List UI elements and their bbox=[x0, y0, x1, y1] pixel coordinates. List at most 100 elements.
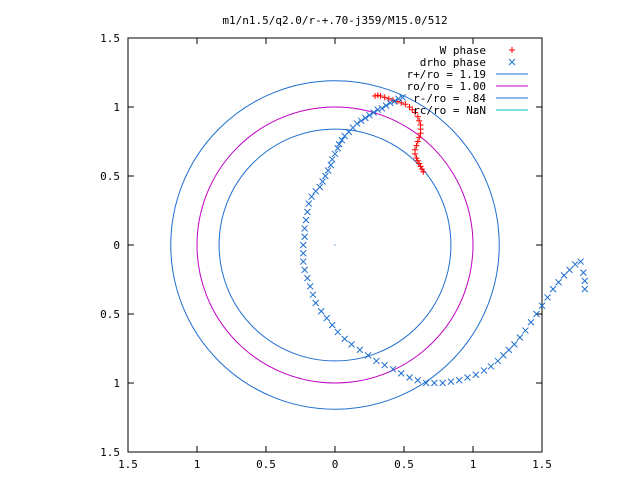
drho-phase-point bbox=[348, 341, 355, 348]
drho-phase-point bbox=[321, 172, 329, 180]
drho-phase-point bbox=[306, 283, 314, 290]
drho-phase-point bbox=[487, 363, 495, 370]
w-phase-point bbox=[409, 106, 416, 113]
w-phase-point bbox=[416, 160, 423, 167]
legend-entry-label: rc/ro = NaN bbox=[413, 104, 486, 117]
drho-phase-point bbox=[494, 357, 502, 365]
y-tick-label: 1.5 bbox=[100, 446, 120, 459]
x-tick-label: 1.5 bbox=[118, 458, 138, 471]
w-phase-point bbox=[385, 95, 392, 102]
drho-phase-point bbox=[334, 145, 342, 152]
w-phase-point bbox=[412, 109, 419, 116]
drho-phase-point bbox=[301, 266, 308, 274]
drho-phase-point bbox=[335, 140, 343, 148]
drho-phase-point bbox=[464, 374, 471, 381]
x-tick-label: 1.5 bbox=[532, 458, 552, 471]
drho-phase-point bbox=[357, 117, 365, 125]
drho-phase-point bbox=[566, 266, 573, 274]
reference-circles bbox=[170, 80, 500, 410]
y-tick-label: 0.5 bbox=[100, 170, 120, 183]
drho-phase-point bbox=[370, 109, 377, 116]
w-phase-point bbox=[412, 150, 419, 157]
w-phase-point bbox=[413, 142, 420, 149]
w-phase-point bbox=[413, 155, 420, 162]
drho-phase-point bbox=[331, 150, 339, 158]
drho-phase-point bbox=[447, 378, 455, 385]
drho-phase-point bbox=[431, 379, 438, 387]
drho-phase-point bbox=[522, 327, 529, 334]
drho-phase-point bbox=[538, 302, 546, 310]
drho-phase-point bbox=[364, 352, 372, 359]
w-phase-point bbox=[416, 117, 423, 124]
drho-phase-point bbox=[505, 346, 513, 354]
reference-circle bbox=[196, 106, 474, 384]
axis-ticks: 1.5 1 0.5 0 0.5 1 1.51.510.500.511.5 bbox=[100, 32, 552, 471]
drho-phase-point bbox=[324, 167, 332, 174]
drho-phase-point bbox=[455, 376, 463, 384]
x-tick-label: 0.5 bbox=[394, 458, 414, 471]
drho-phase-point bbox=[304, 208, 311, 216]
drho-phase-point bbox=[334, 328, 342, 336]
drho-phase-point bbox=[373, 357, 380, 365]
drho-phase-point bbox=[516, 334, 524, 341]
drho-phase-point bbox=[312, 299, 320, 307]
legend-entry-label: ro/ro = 1.00 bbox=[407, 80, 486, 93]
drho-phase-point bbox=[480, 367, 488, 374]
drho-phase-point bbox=[299, 258, 307, 265]
drho-phase-point bbox=[327, 161, 335, 169]
y-tick-label: 0 bbox=[113, 239, 120, 252]
drho-phase-point bbox=[399, 93, 406, 101]
drho-phase-point bbox=[580, 269, 587, 276]
drho-phase-point bbox=[544, 294, 551, 301]
drho-phase-point bbox=[301, 233, 308, 241]
drho-phase-point bbox=[571, 260, 579, 268]
drho-phase-point bbox=[317, 307, 325, 315]
w-phase-point bbox=[406, 104, 413, 110]
drho-phase-point bbox=[299, 249, 307, 257]
drho-phase-point bbox=[312, 187, 320, 195]
origin-point bbox=[334, 244, 336, 246]
w-phase-point bbox=[402, 101, 409, 108]
w-phase-point bbox=[418, 166, 425, 173]
drho-phase-point bbox=[389, 365, 397, 373]
drho-phase-point bbox=[390, 98, 398, 105]
drho-phase-point bbox=[328, 156, 336, 163]
w-phase-point bbox=[414, 138, 421, 145]
w-phase-point bbox=[416, 134, 423, 141]
drho-phase-point bbox=[328, 321, 336, 329]
drho-phase-point bbox=[414, 376, 422, 384]
drho-phase-point bbox=[386, 99, 394, 107]
drho-phase-point bbox=[309, 291, 317, 299]
legend-entry-label: W phase bbox=[440, 44, 486, 57]
drho-phase-point bbox=[366, 111, 373, 119]
drho-phase-point bbox=[555, 278, 562, 286]
reference-circle bbox=[218, 128, 452, 362]
drho-phase-point bbox=[341, 335, 349, 343]
drho-phase-point bbox=[395, 95, 402, 103]
legend-entry-label: r-/ro = .84 bbox=[413, 92, 486, 105]
x-tick-label: 0.5 bbox=[256, 458, 276, 471]
w-phase-point bbox=[372, 92, 379, 99]
drho-phase-point bbox=[533, 310, 540, 318]
w-phase-point bbox=[374, 92, 381, 99]
legend-marker-sample bbox=[508, 58, 516, 66]
drho-phase-point bbox=[581, 277, 589, 285]
drho-phase-point bbox=[511, 341, 518, 348]
x-tick-label: 1 bbox=[194, 458, 201, 471]
drho-phase-point bbox=[305, 200, 313, 207]
drho-phase-point bbox=[302, 216, 310, 224]
drho-phase-point bbox=[341, 132, 349, 140]
drho-phase-point bbox=[472, 371, 480, 379]
drho-phase-point bbox=[382, 102, 390, 109]
drho-phase-point bbox=[581, 285, 589, 293]
y-tick-label: 0.5 bbox=[100, 308, 120, 321]
drho-phase-point bbox=[323, 314, 331, 322]
drho-phase-point bbox=[577, 258, 584, 265]
drho-phase-point bbox=[299, 241, 307, 249]
drho-phase-point bbox=[362, 114, 369, 122]
w-phase-point bbox=[414, 113, 421, 120]
drho-phase-point bbox=[549, 285, 557, 293]
drho-phase-point bbox=[422, 379, 430, 387]
